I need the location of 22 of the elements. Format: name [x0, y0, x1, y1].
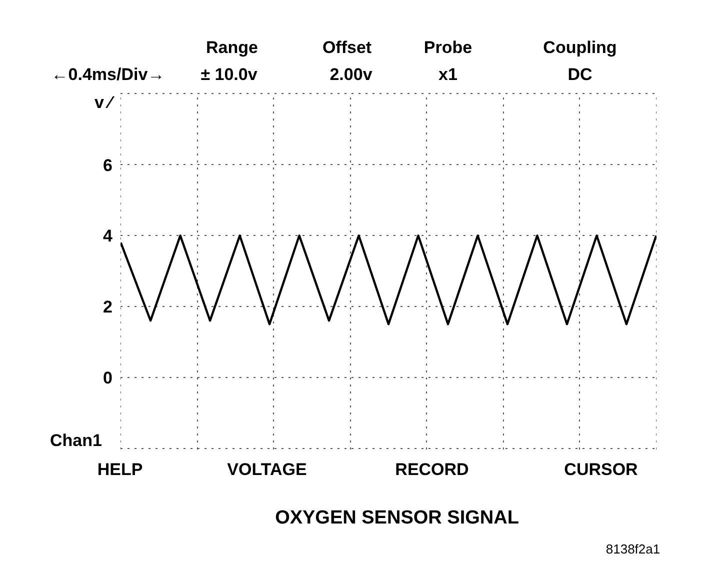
text: HELP: [97, 458, 143, 481]
text: RECORD: [395, 458, 469, 481]
text: Coupling: [543, 36, 617, 59]
line-series: [120, 234, 656, 326]
text: Probe: [424, 36, 472, 59]
text: Range: [206, 36, 258, 59]
text: 8138f2a1: [606, 540, 660, 559]
text: ←0.4ms/Div→: [51, 64, 165, 86]
y-tick-label: 0: [103, 368, 113, 388]
text: v ⁄: [94, 92, 112, 114]
text: CURSOR: [564, 458, 638, 481]
y-tick-label: 2: [103, 297, 113, 316]
text: ± 10.0v: [200, 64, 258, 86]
text: x1: [438, 64, 458, 86]
text: VOLTAGE: [227, 458, 307, 481]
y-tick-label: 6: [103, 156, 113, 175]
y-tick-label: 4: [103, 226, 114, 246]
text: OXYGEN SENSOR SIGNAL: [275, 506, 519, 530]
text: Chan1: [50, 430, 102, 452]
text: DC: [568, 64, 592, 86]
text: 2.00v: [330, 64, 372, 86]
text: Offset: [322, 36, 372, 59]
